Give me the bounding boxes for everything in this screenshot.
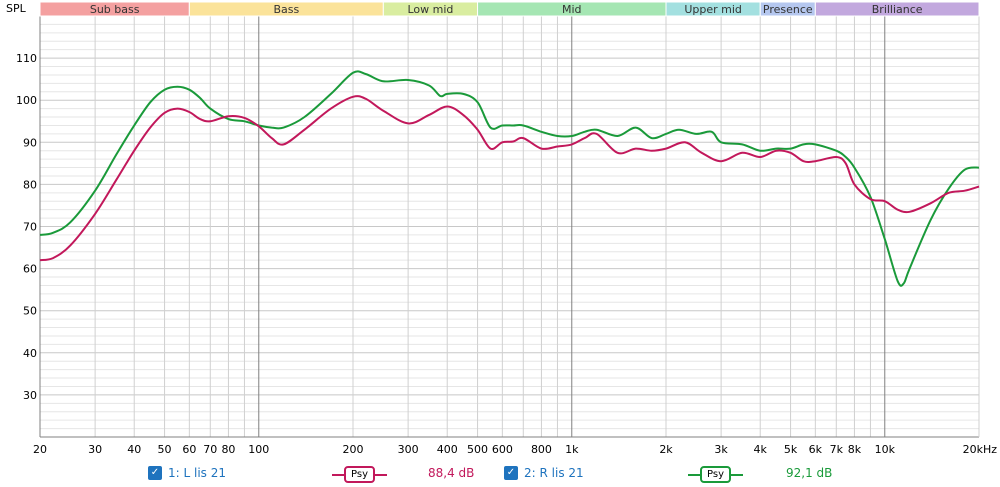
series-2-level-value: 92,1 dB (786, 466, 833, 480)
x-tick-label: 1k (565, 443, 579, 456)
series-1-level-value: 88,4 dB (428, 466, 475, 480)
y-tick-label: 100 (16, 94, 37, 107)
x-tick-label: 40 (127, 443, 141, 456)
y-tick-label: 110 (16, 52, 37, 65)
x-tick-label: 60 (182, 443, 196, 456)
series-1-level: 88,4 dB (428, 466, 474, 480)
series-2-checkbox[interactable]: ✓ (504, 466, 518, 480)
x-tick-label: 100 (248, 443, 269, 456)
x-tick-label: 2k (659, 443, 673, 456)
band-low-mid: Low mid (382, 1, 479, 17)
x-tick-label: 300 (398, 443, 419, 456)
y-axis-label: SPL (6, 2, 27, 15)
series-2-level: 92,1 dB (786, 466, 832, 480)
series-1-checkbox[interactable]: ✓ (148, 466, 162, 480)
y-tick-label: 30 (23, 389, 37, 402)
legend-entry-2[interactable]: ✓ 2: R lis 21 (504, 466, 584, 480)
series-2-smoothing-button[interactable]: Psy (688, 466, 743, 483)
y-tick-label: 40 (23, 347, 37, 360)
x-tick-label: 20kHz (963, 443, 998, 456)
series-1-smoothing-button[interactable]: Psy (332, 466, 387, 483)
series-2-smoothing-label: Psy (700, 466, 731, 483)
x-tick-label: 600 (492, 443, 513, 456)
band-upper-mid: Upper mid (665, 1, 761, 17)
x-tick-label: 200 (343, 443, 364, 456)
x-tick-label: 400 (437, 443, 458, 456)
y-tick-label: 70 (23, 221, 37, 234)
legend: ✓ 1: L lis 21 Psy 88,4 dB ✓ 2: R lis 21 … (0, 462, 1000, 486)
series-2-label: 2: R lis 21 (524, 466, 584, 480)
x-tick-label: 10k (875, 443, 896, 456)
band-label: Bass (273, 3, 299, 16)
band-presence: Presence (759, 1, 816, 17)
x-tick-label: 50 (158, 443, 172, 456)
x-tick-label: 70 (203, 443, 217, 456)
x-tick-label: 20 (33, 443, 47, 456)
legend-entry-1[interactable]: ✓ 1: L lis 21 (148, 466, 226, 480)
x-tick-label: 500 (467, 443, 488, 456)
x-tick-label: 8k (848, 443, 862, 456)
band-label: Presence (763, 3, 813, 16)
series-1-label: 1: L lis 21 (168, 466, 226, 480)
band-label: Low mid (407, 3, 453, 16)
x-tick-label: 7k (830, 443, 844, 456)
y-tick-label: 90 (23, 136, 37, 149)
frequency-response-chart: Sub bass Bass Low mid Mid Upper mid Presence B… (6, 1, 998, 456)
x-tick-label: 5k (784, 443, 798, 456)
x-tick-label: 4k (754, 443, 768, 456)
x-tick-label: 3k (714, 443, 728, 456)
x-tick-label: 6k (809, 443, 823, 456)
band-label: Sub bass (90, 3, 140, 16)
series-1-smoothing-label: Psy (344, 466, 375, 483)
band-mid: Mid (477, 1, 667, 17)
band-label: Upper mid (684, 3, 742, 16)
series-line-2 (39, 70, 980, 287)
band-brilliance: Brilliance (814, 1, 980, 17)
band-label: Brilliance (872, 3, 923, 16)
series-line-1 (39, 95, 980, 262)
band-sub-bass: Sub bass (39, 1, 190, 17)
band-rect (814, 1, 980, 17)
band-bass: Bass (188, 1, 384, 17)
y-tick-label: 50 (23, 305, 37, 318)
x-tick-label: 800 (531, 443, 552, 456)
x-tick-label: 80 (221, 443, 235, 456)
y-tick-label: 80 (23, 178, 37, 191)
y-tick-label: 60 (23, 263, 37, 276)
band-label: Mid (562, 3, 582, 16)
x-tick-label: 30 (88, 443, 102, 456)
